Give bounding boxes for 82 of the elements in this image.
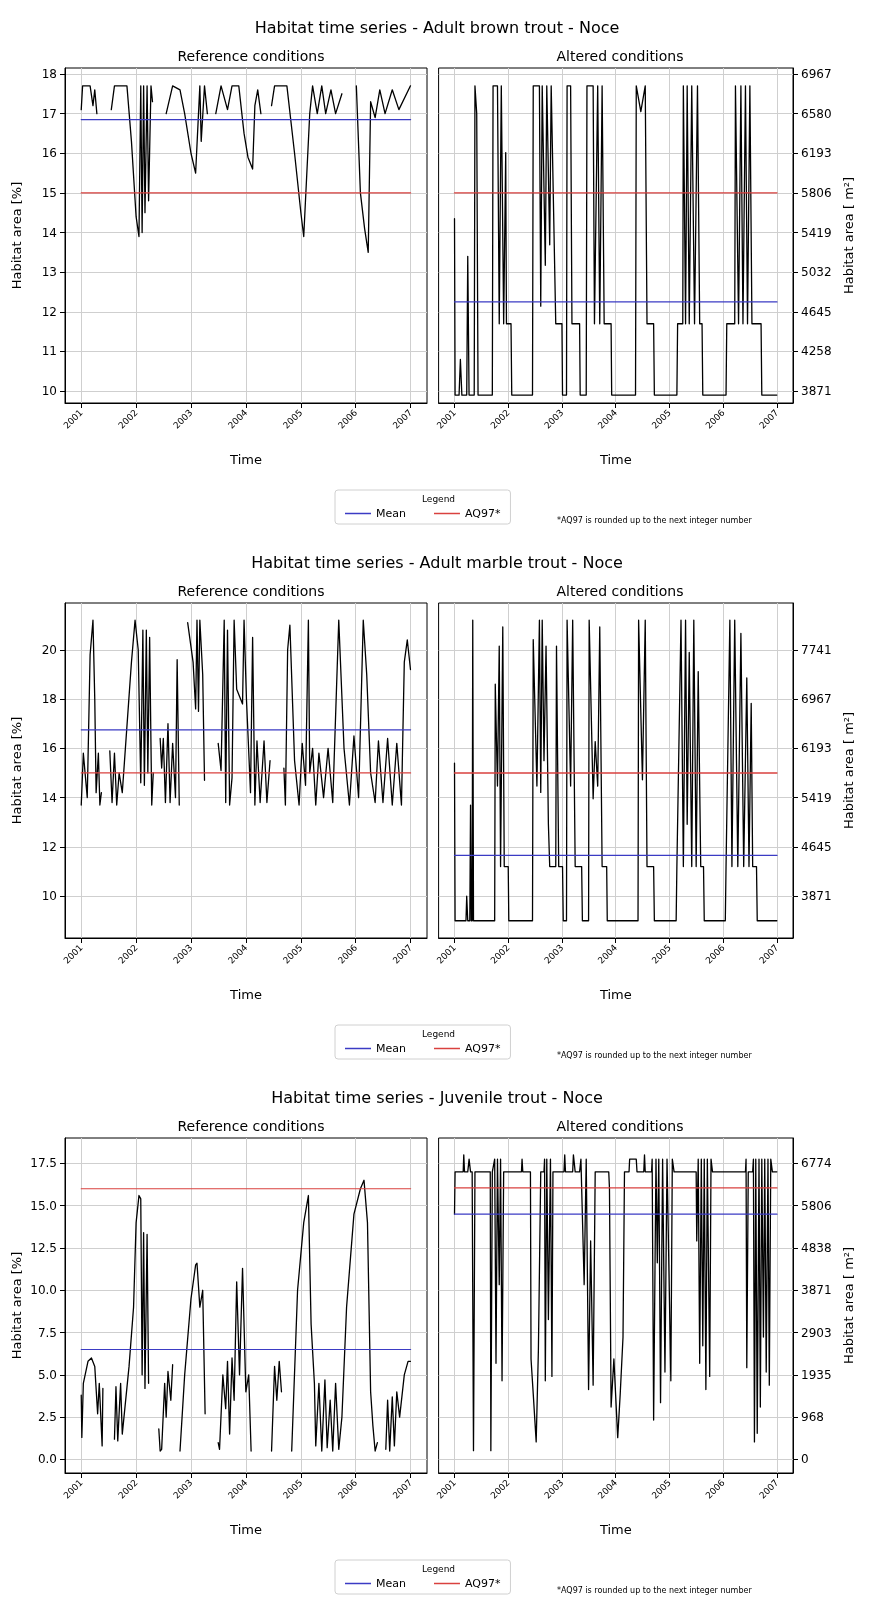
line-series	[453, 85, 778, 396]
y-tick-label: 14	[41, 225, 57, 240]
x-axis-title: Time	[229, 452, 262, 467]
y2-axis-title: Habitat area [ m²]	[841, 176, 857, 295]
legend-label: AQ97*	[464, 1042, 501, 1055]
y-tick-label: 12.5	[30, 1240, 57, 1255]
legend-title: Legend	[422, 1563, 456, 1574]
y-tick-label: 7.5	[37, 1325, 57, 1340]
chart-title: Habitat time series - Adult brown trout - Noce	[254, 17, 620, 37]
y-tick-label: 17	[41, 106, 57, 121]
y-tick-label: 18	[41, 692, 57, 707]
y-tick-label: 5.0	[37, 1367, 57, 1382]
chart-subtitle: Reference conditions	[177, 583, 325, 599]
y-tick-label: 15	[41, 185, 57, 200]
text: *AQ97 is rounded up to the next integer number	[557, 515, 753, 525]
y-axis-title: Habitat area [%]	[9, 1251, 24, 1360]
y2-tick-label: 4645	[801, 304, 832, 319]
chart-subtitle: Altered conditions	[556, 583, 684, 599]
y-tick-label: 14	[41, 790, 57, 805]
y2-tick-label: 968	[801, 1410, 824, 1425]
y-tick-label: 16	[41, 146, 57, 161]
text: *AQ97 is rounded up to the next integer number	[557, 1050, 753, 1060]
y2-tick-label: 2903	[801, 1325, 832, 1340]
line-series	[453, 1154, 778, 1452]
y2-tick-label: 6967	[801, 692, 832, 707]
y2-tick-label: 1935	[801, 1367, 832, 1382]
legend-label: AQ97*	[464, 507, 501, 520]
y-tick-label: 10.0	[30, 1283, 57, 1298]
y2-tick-label: 5419	[801, 790, 832, 805]
chart-subtitle: Altered conditions	[556, 1118, 684, 1134]
text: *AQ97 is rounded up to the next integer number	[557, 1585, 753, 1595]
y2-tick-label: 6193	[801, 146, 832, 161]
y2-tick-label: 5419	[801, 225, 832, 240]
y-tick-label: 12	[41, 839, 57, 854]
y-axis-title: Habitat area [%]	[9, 716, 24, 825]
y2-tick-label: 6774	[801, 1156, 832, 1171]
y2-tick-label: 5806	[801, 1198, 832, 1213]
y2-tick-label: 6193	[801, 741, 832, 756]
y-tick-label: 18	[41, 66, 57, 81]
y-tick-label: 20	[41, 642, 57, 657]
legend-label: Mean	[376, 1577, 406, 1590]
y2-tick-label: 3871	[801, 889, 832, 904]
y2-tick-label: 4258	[801, 344, 832, 359]
line-series	[453, 619, 778, 922]
legend-label: Mean	[376, 1042, 406, 1055]
chart-subtitle: Reference conditions	[177, 1118, 325, 1134]
y2-tick-label: 5806	[801, 185, 832, 200]
y2-tick-label: 4838	[801, 1241, 832, 1256]
y2-tick-label: 6967	[801, 67, 832, 82]
x-axis-title: Time	[598, 1522, 632, 1537]
y-tick-label: 17.5	[30, 1156, 57, 1171]
chart-title: Habitat time series - Juvenile trout - Noce	[271, 1087, 603, 1107]
legend-title: Legend	[422, 1028, 456, 1039]
y2-tick-label: 5032	[801, 265, 832, 280]
y-tick-label: 11	[41, 344, 57, 359]
y-tick-label: 12	[41, 304, 57, 319]
chart-subtitle: Reference conditions	[177, 48, 325, 64]
y2-tick-label: 3871	[801, 384, 832, 399]
y2-tick-label: 6580	[801, 106, 832, 121]
y2-axis-title: Habitat area [ m²]	[841, 711, 857, 830]
y-tick-label: 0.0	[37, 1452, 57, 1467]
y-tick-label: 2.5	[37, 1410, 57, 1425]
legend-title: Legend	[422, 493, 456, 504]
x-axis-title: Time	[598, 987, 632, 1002]
y2-tick-label: 4645	[801, 839, 832, 854]
y-tick-label: 16	[41, 741, 57, 756]
y-axis-title: Habitat area [%]	[9, 181, 24, 290]
legend-label: AQ97*	[464, 1577, 501, 1590]
y-tick-label: 13	[41, 265, 57, 280]
legend-label: Mean	[376, 507, 406, 520]
x-axis-title: Time	[229, 1522, 262, 1537]
y-tick-label: 10	[41, 889, 57, 904]
y2-axis-title: Habitat area [ m²]	[841, 1246, 857, 1365]
y2-tick-label: 3871	[801, 1283, 832, 1298]
x-axis-title: Time	[229, 987, 262, 1002]
y2-tick-label: 7741	[801, 642, 832, 657]
y2-tick-label: 0	[801, 1452, 809, 1467]
chart-title: Habitat time series - Adult marble trout - Noce	[251, 552, 623, 572]
y-tick-label: 10	[41, 384, 57, 399]
chart-subtitle: Altered conditions	[556, 48, 684, 64]
x-axis-title: Time	[598, 452, 632, 467]
y-tick-label: 15.0	[30, 1198, 57, 1213]
